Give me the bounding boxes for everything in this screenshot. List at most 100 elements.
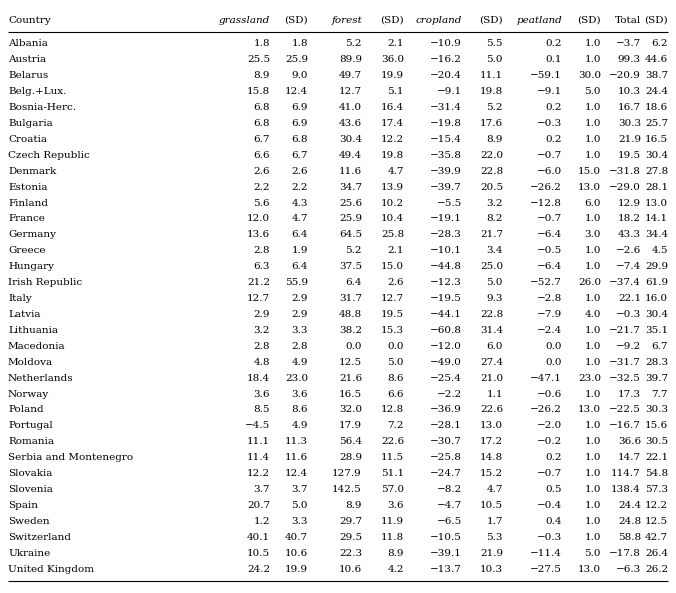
Text: −26.2: −26.2 [530, 406, 562, 415]
Text: 19.5: 19.5 [381, 310, 404, 319]
Text: 2.9: 2.9 [291, 310, 308, 319]
Text: 11.8: 11.8 [381, 533, 404, 542]
Text: 16.4: 16.4 [381, 103, 404, 112]
Text: 31.7: 31.7 [339, 294, 362, 303]
Text: 6.9: 6.9 [291, 103, 308, 112]
Text: 49.7: 49.7 [339, 71, 362, 80]
Text: 4.7: 4.7 [387, 167, 404, 176]
Text: 6.0: 6.0 [487, 342, 503, 351]
Text: 1.8: 1.8 [291, 40, 308, 49]
Text: 1.0: 1.0 [585, 262, 601, 271]
Text: 28.9: 28.9 [339, 453, 362, 462]
Text: 12.2: 12.2 [645, 501, 668, 510]
Text: −13.7: −13.7 [430, 565, 462, 573]
Text: Latvia: Latvia [8, 310, 41, 319]
Text: 0.0: 0.0 [345, 342, 362, 351]
Text: 11.1: 11.1 [247, 437, 270, 447]
Text: −0.3: −0.3 [537, 119, 562, 128]
Text: 38.2: 38.2 [339, 326, 362, 335]
Text: −19.8: −19.8 [430, 119, 462, 128]
Text: 9.3: 9.3 [487, 294, 503, 303]
Text: −4.5: −4.5 [245, 422, 270, 431]
Text: 2.8: 2.8 [291, 342, 308, 351]
Text: 3.6: 3.6 [387, 501, 404, 510]
Text: 5.2: 5.2 [345, 40, 362, 49]
Text: 142.5: 142.5 [332, 485, 362, 494]
Text: −0.5: −0.5 [537, 246, 562, 256]
Text: 28.1: 28.1 [645, 183, 668, 192]
Text: 13.9: 13.9 [381, 183, 404, 192]
Text: 37.5: 37.5 [339, 262, 362, 271]
Text: 5.6: 5.6 [254, 199, 270, 208]
Text: 3.0: 3.0 [585, 231, 601, 240]
Text: 13.0: 13.0 [480, 422, 503, 431]
Text: −27.5: −27.5 [530, 565, 562, 573]
Text: 1.0: 1.0 [585, 501, 601, 510]
Text: 1.0: 1.0 [585, 215, 601, 224]
Text: −26.2: −26.2 [530, 183, 562, 192]
Text: 29.5: 29.5 [339, 533, 362, 542]
Text: −37.4: −37.4 [609, 278, 641, 287]
Text: Total: Total [614, 15, 641, 24]
Text: Irish Republic: Irish Republic [8, 278, 82, 287]
Text: 10.2: 10.2 [381, 199, 404, 208]
Text: 29.7: 29.7 [339, 517, 362, 526]
Text: 2.9: 2.9 [254, 310, 270, 319]
Text: −10.9: −10.9 [430, 40, 462, 49]
Text: 27.8: 27.8 [645, 167, 668, 176]
Text: 8.2: 8.2 [487, 215, 503, 224]
Text: 3.2: 3.2 [487, 199, 503, 208]
Text: 0.2: 0.2 [546, 453, 562, 462]
Text: 11.5: 11.5 [381, 453, 404, 462]
Text: 1.0: 1.0 [585, 342, 601, 351]
Text: 30.5: 30.5 [645, 437, 668, 447]
Text: −20.9: −20.9 [609, 71, 641, 80]
Text: −0.2: −0.2 [537, 437, 562, 447]
Text: 21.6: 21.6 [339, 374, 362, 382]
Text: −8.2: −8.2 [437, 485, 462, 494]
Text: −47.1: −47.1 [530, 374, 562, 382]
Text: 12.7: 12.7 [247, 294, 270, 303]
Text: 2.6: 2.6 [387, 278, 404, 287]
Text: 5.0: 5.0 [291, 501, 308, 510]
Text: −30.7: −30.7 [430, 437, 462, 447]
Text: −10.5: −10.5 [430, 533, 462, 542]
Text: 1.0: 1.0 [585, 485, 601, 494]
Text: 4.7: 4.7 [487, 485, 503, 494]
Text: 11.9: 11.9 [381, 517, 404, 526]
Text: 24.8: 24.8 [618, 517, 641, 526]
Text: −39.1: −39.1 [430, 549, 462, 557]
Text: 4.9: 4.9 [291, 422, 308, 431]
Text: 1.0: 1.0 [585, 358, 601, 366]
Text: 43.6: 43.6 [339, 119, 362, 128]
Text: 5.0: 5.0 [585, 549, 601, 557]
Text: 36.0: 36.0 [381, 55, 404, 65]
Text: −3.7: −3.7 [616, 40, 641, 49]
Text: −16.7: −16.7 [609, 422, 641, 431]
Text: −12.3: −12.3 [430, 278, 462, 287]
Text: −19.5: −19.5 [430, 294, 462, 303]
Text: 26.0: 26.0 [578, 278, 601, 287]
Text: −35.8: −35.8 [430, 151, 462, 160]
Text: 10.5: 10.5 [480, 501, 503, 510]
Text: 6.7: 6.7 [254, 135, 270, 144]
Text: −21.7: −21.7 [609, 326, 641, 335]
Text: France: France [8, 215, 45, 224]
Text: 13.0: 13.0 [578, 565, 601, 573]
Text: −19.1: −19.1 [430, 215, 462, 224]
Text: Belarus: Belarus [8, 71, 48, 80]
Text: 51.1: 51.1 [381, 469, 404, 478]
Text: 1.0: 1.0 [585, 40, 601, 49]
Text: 6.4: 6.4 [345, 278, 362, 287]
Text: 0.5: 0.5 [546, 485, 562, 494]
Text: (SD): (SD) [479, 15, 503, 24]
Text: 6.4: 6.4 [291, 231, 308, 240]
Text: 12.9: 12.9 [618, 199, 641, 208]
Text: 44.6: 44.6 [645, 55, 668, 65]
Text: 1.2: 1.2 [254, 517, 270, 526]
Text: −32.5: −32.5 [609, 374, 641, 382]
Text: 6.8: 6.8 [254, 119, 270, 128]
Text: Bosnia-Herc.: Bosnia-Herc. [8, 103, 76, 112]
Text: Germany: Germany [8, 231, 56, 240]
Text: 11.6: 11.6 [285, 453, 308, 462]
